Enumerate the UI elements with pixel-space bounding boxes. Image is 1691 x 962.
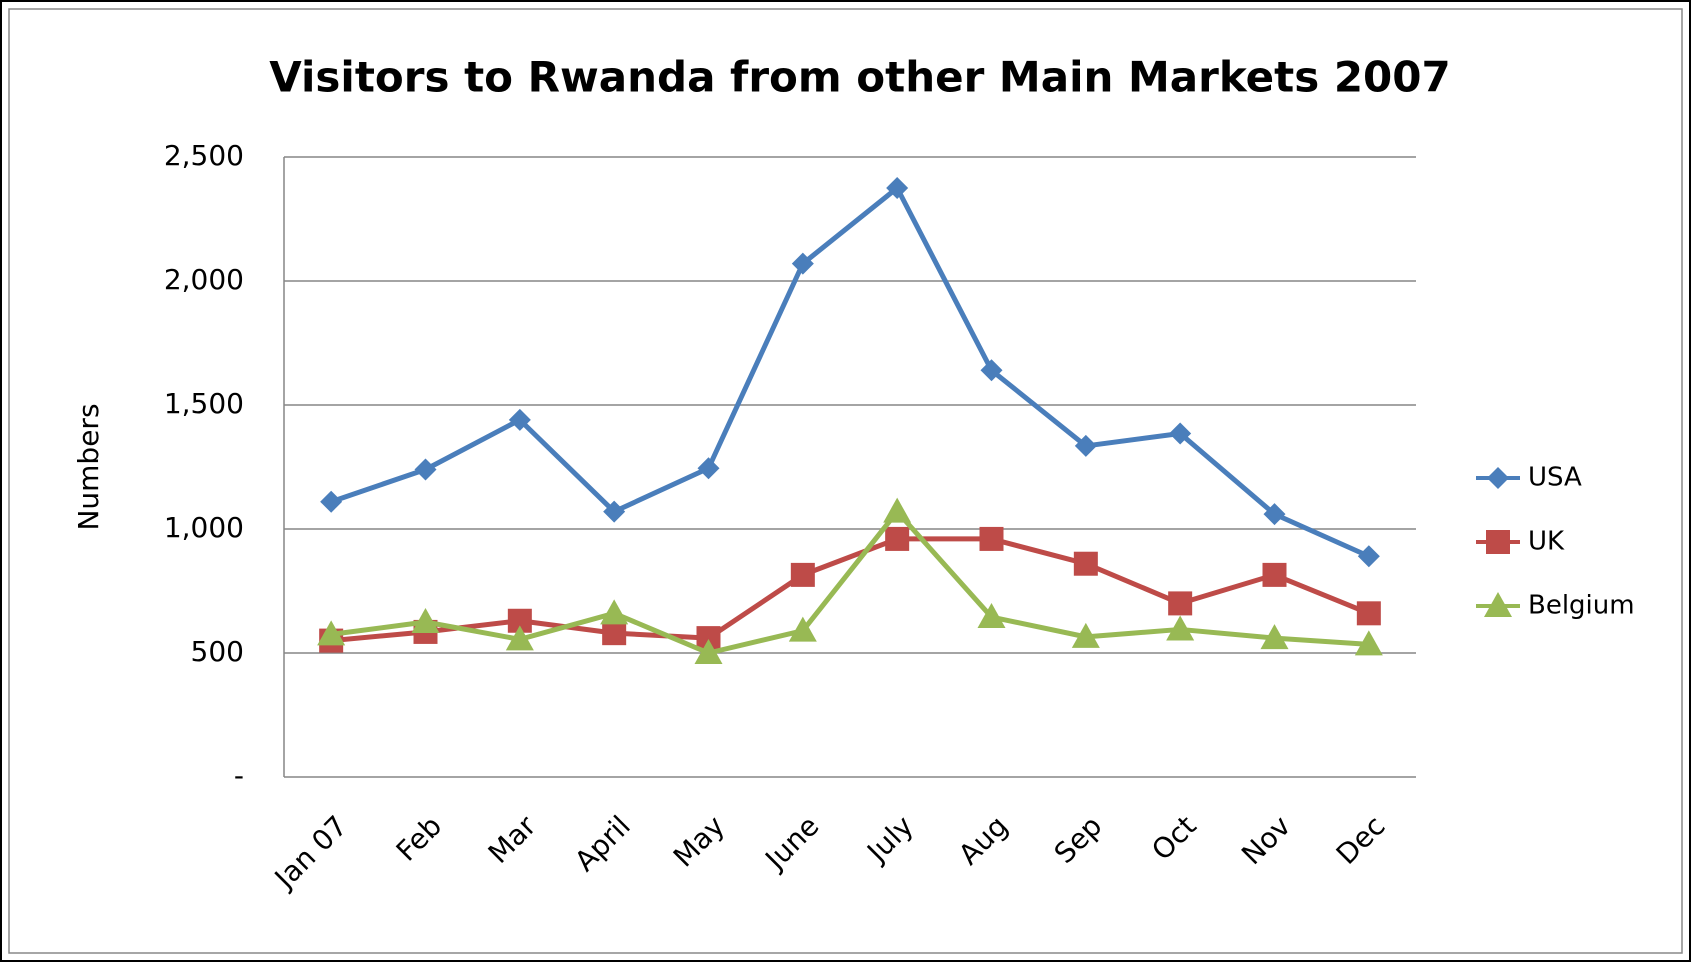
y-tick-label: 2,500 [164,139,244,172]
chart-frame [8,8,1683,954]
legend-marker [1486,530,1510,554]
data-point [790,562,815,587]
legend-marker [1484,592,1512,617]
data-point [1074,434,1097,457]
data-point [411,608,440,633]
data-point [1071,622,1100,648]
y-tick-label: 1,500 [164,387,244,420]
data-point [600,599,629,625]
series-line [330,509,1369,656]
data-point [791,252,814,275]
legend-label: USA [1528,463,1582,493]
data-point [883,497,912,523]
series-line [330,185,1370,559]
y-axis-label: Numbers [72,403,105,530]
data-point [603,500,626,523]
data-point [505,625,534,651]
data-point [979,526,1004,551]
series-line [330,536,1370,644]
data-point [1166,615,1195,641]
data-point [788,616,817,642]
data-point [977,603,1006,629]
data-point [694,639,723,664]
data-point [697,457,720,480]
data-point [885,526,910,551]
data-point [320,490,343,513]
data-point [1357,545,1380,568]
data-point [1073,551,1098,576]
legend-label: Belgium [1528,591,1635,621]
legend-label: UK [1528,527,1565,557]
data-point [317,620,346,646]
legend-marker [1487,467,1509,489]
y-tick-label: 2,000 [164,263,244,296]
y-tick-label: 500 [191,635,244,668]
y-tick-label: - [234,759,244,792]
data-point [1354,630,1383,656]
data-point [414,458,437,481]
chart-title: Visitors to Rwanda from other Main Marke… [269,53,1450,102]
data-point [1169,422,1192,445]
data-point [602,621,627,646]
y-tick-label: 1,000 [164,511,244,544]
data-point [1263,503,1286,526]
data-point [886,177,909,199]
data-point [1262,562,1287,587]
data-point [1168,591,1193,616]
data-point [980,359,1003,382]
data-point [1260,624,1289,650]
data-point [1356,601,1381,626]
data-point [508,408,531,431]
